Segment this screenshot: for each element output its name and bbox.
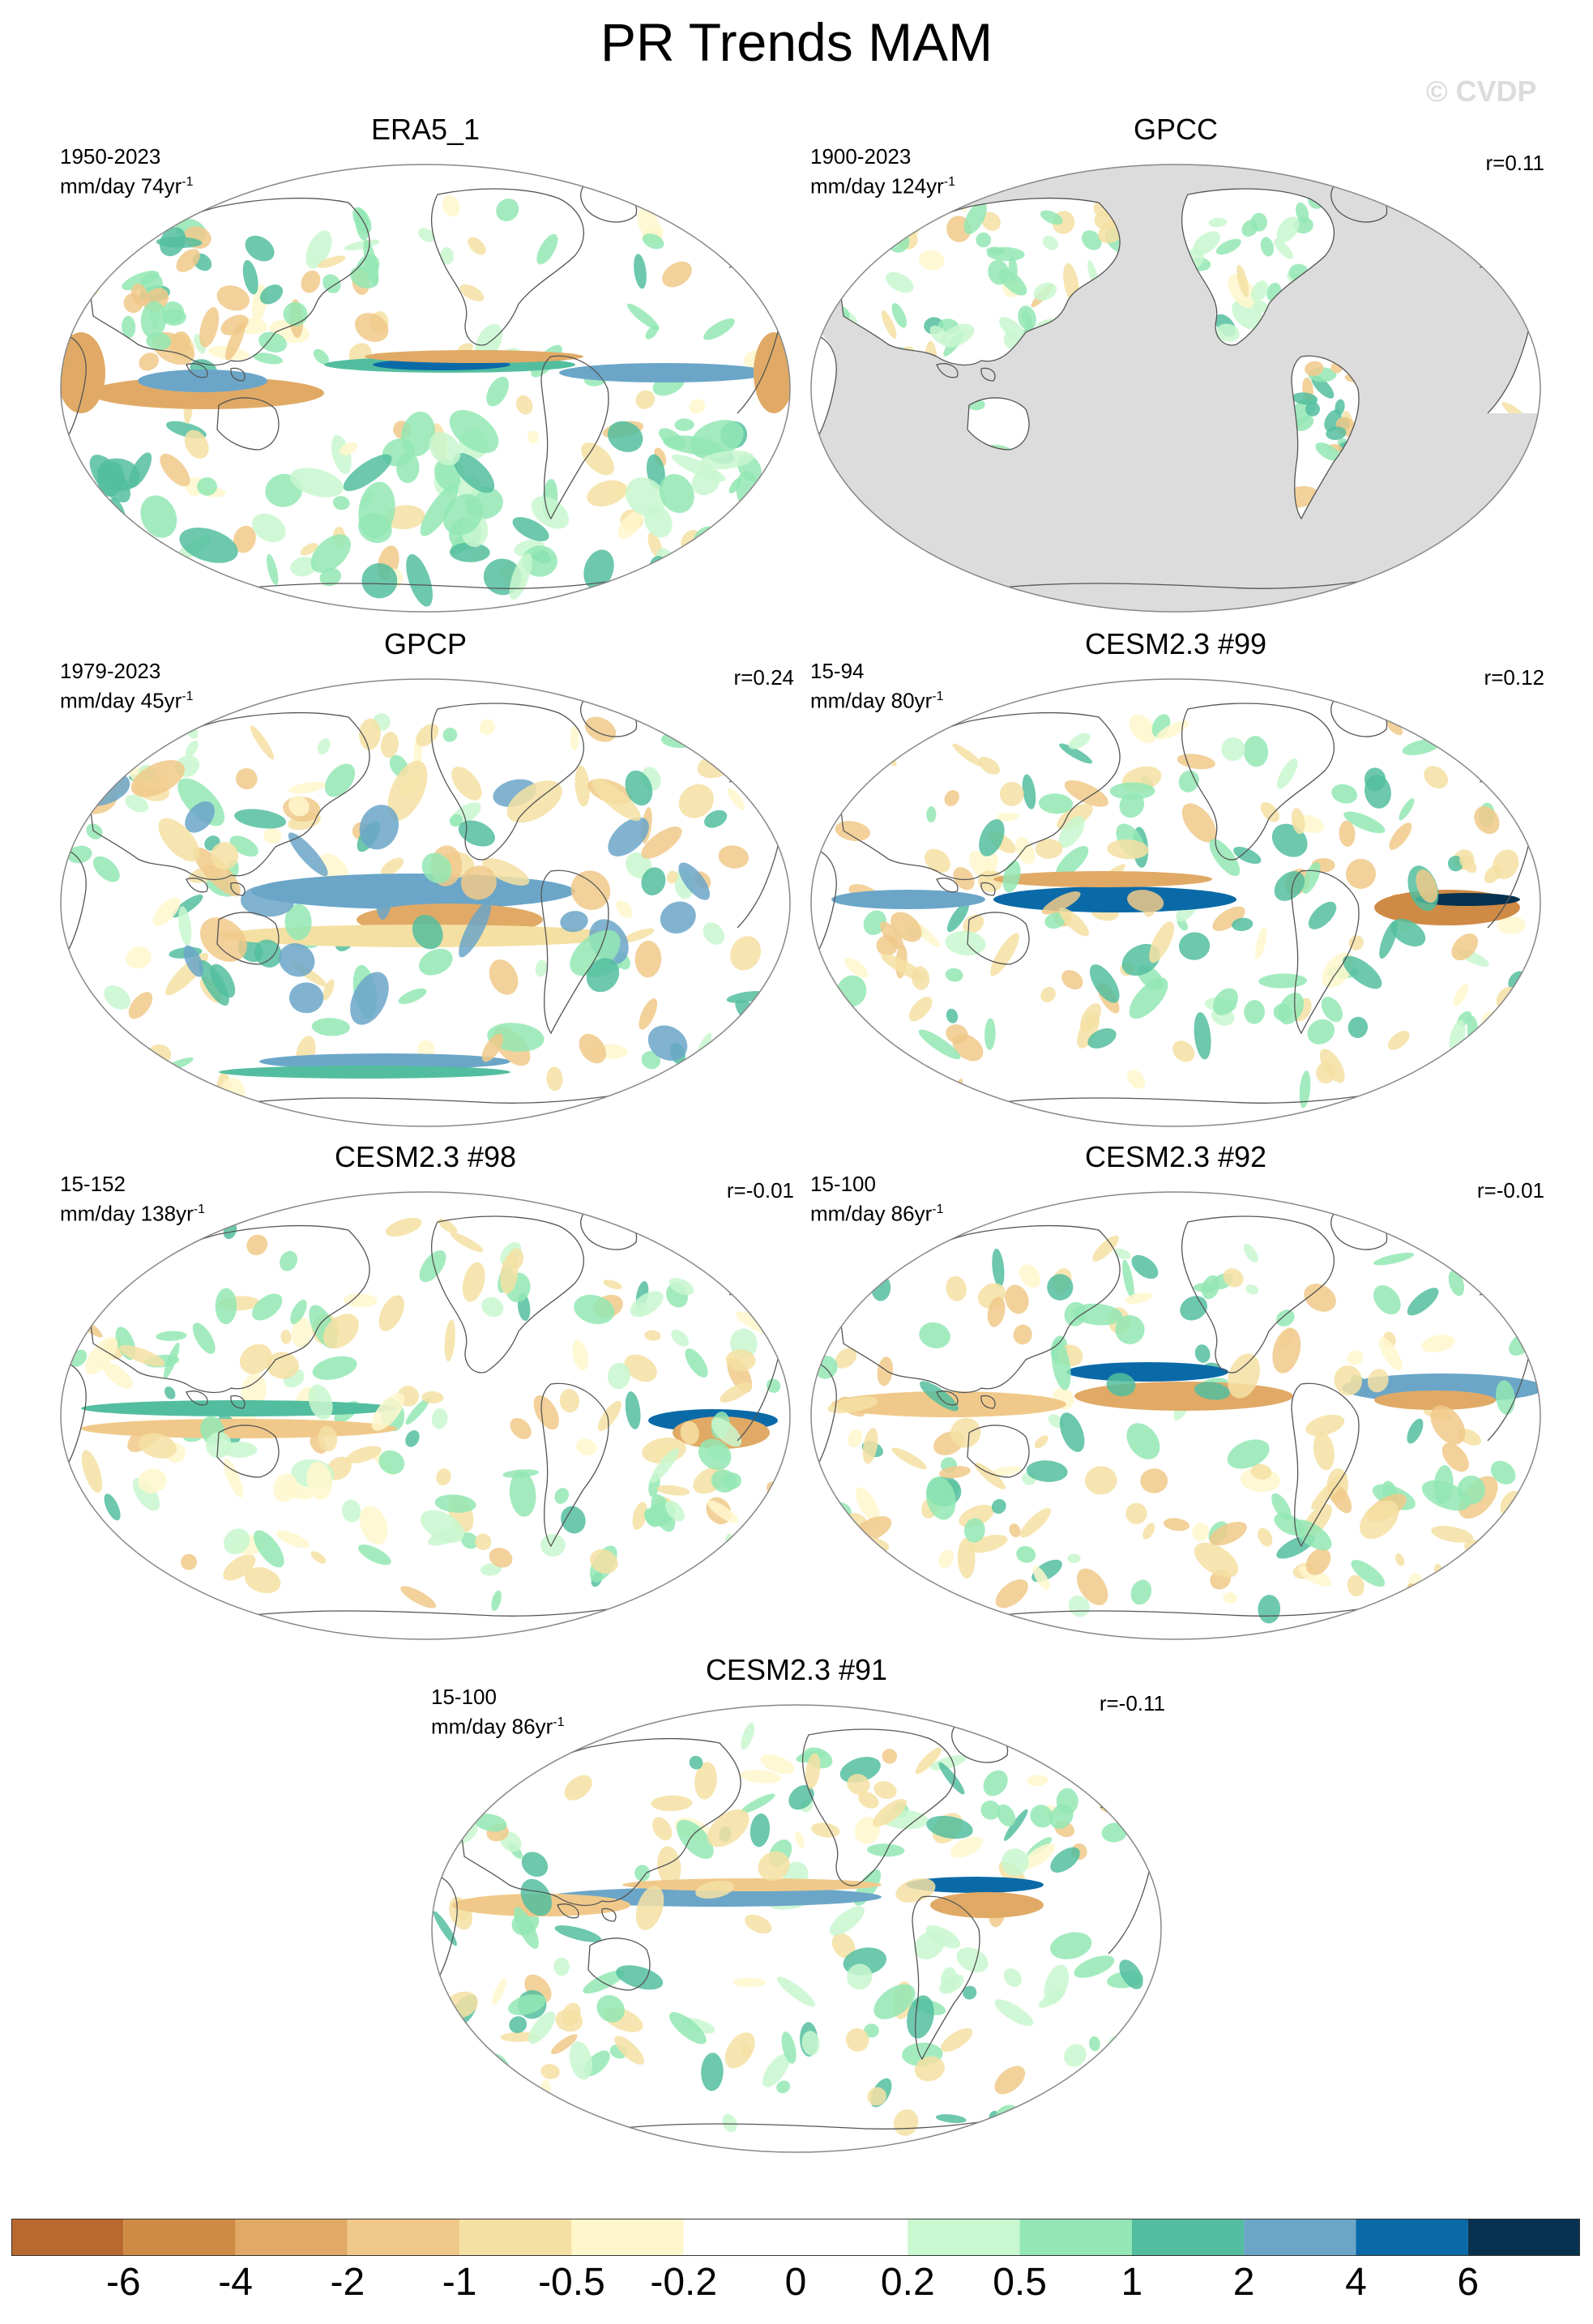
panel-period: 15-100: [810, 1172, 876, 1196]
colorbar-swatch: [1467, 2219, 1580, 2256]
colorbar-tick-label: 4: [1345, 2261, 1367, 2304]
colorbar-tick-label: 1: [1121, 2261, 1143, 2304]
map-panel-1: ERA5_1 1950-2023 mm/day 74yr-1: [57, 113, 794, 616]
colorbar-swatch: [11, 2219, 124, 2256]
map-panel-5: CESM2.3 #98 15-152 mm/day 138yr-1 r=-0.01: [57, 1141, 794, 1643]
map-panel-2: GPCC 1900-2023 mm/day 124yr-1 r=0.11: [807, 113, 1544, 616]
panel-correlation: r=-0.11: [1099, 1691, 1165, 1715]
colorbar-swatch: [1131, 2219, 1245, 2256]
colorbar-tick-label: -6: [105, 2261, 141, 2304]
figure-title: PR Trends MAM: [600, 12, 993, 72]
colorbar-swatch: [1244, 2219, 1356, 2256]
panel-title: CESM2.3 #92: [1084, 1140, 1267, 1173]
panel-period: 15-100: [431, 1685, 497, 1709]
map-panel-3: GPCP 1979-2023 mm/day 45yr-1 r=0.24: [57, 628, 794, 1130]
colorbar-swatch: [796, 2219, 908, 2256]
colorbar-swatch: [235, 2219, 348, 2256]
world-map: [810, 678, 1541, 1127]
colorbar-tick-label: 2: [1232, 2261, 1255, 2304]
map-panel-6: CESM2.3 #92 15-100 mm/day 86yr-1 r=-0.01: [807, 1141, 1544, 1643]
panel-correlation: r=-0.01: [1476, 1178, 1544, 1203]
panel-title: GPCC: [1133, 113, 1218, 146]
colorbar-tick-label: -0.5: [538, 2261, 605, 2304]
colorbar: [11, 2219, 1580, 2256]
colorbar-swatch: [459, 2219, 572, 2256]
colorbar-tick-label: -2: [330, 2261, 365, 2304]
colorbar-tick-label: 0.5: [993, 2261, 1047, 2304]
colorbar-tick-label: 0.2: [880, 2261, 935, 2304]
panel-correlation: r=0.11: [1485, 151, 1544, 175]
colorbar-tick-label: 0: [784, 2261, 807, 2304]
panel-period: 15-94: [810, 659, 865, 683]
panel-period: 1950-2023: [60, 144, 161, 169]
colorbar-tick-label: -4: [218, 2261, 253, 2304]
panel-title: CESM2.3 #98: [334, 1140, 517, 1173]
panel-title: CESM2.3 #91: [705, 1653, 888, 1686]
panel-title: CESM2.3 #99: [1084, 627, 1267, 660]
colorbar-swatch: [683, 2219, 796, 2256]
world-map: [60, 164, 791, 613]
cvdp-watermark: © CVDP: [1426, 75, 1537, 108]
colorbar-tick-label: -0.2: [650, 2261, 718, 2304]
colorbar-swatch: [1356, 2219, 1468, 2256]
colorbar-tick-label: 6: [1457, 2261, 1480, 2304]
panel-correlation: r=-0.01: [726, 1178, 794, 1203]
map-panel-4: CESM2.3 #99 15-94 mm/day 80yr-1 r=0.12: [807, 628, 1544, 1130]
colorbar-swatch: [1019, 2219, 1132, 2256]
world-map: [60, 678, 791, 1127]
panel-units: mm/day 86yr-1: [431, 1714, 565, 1739]
panel-title: GPCP: [383, 627, 468, 660]
panel-period: 1900-2023: [810, 144, 912, 169]
panel-period: 15-152: [60, 1172, 126, 1196]
panel-period: 1979-2023: [60, 659, 161, 683]
world-map: [431, 1704, 1162, 2153]
panel-units: mm/day 86yr-1: [810, 1201, 944, 1226]
world-map: [810, 164, 1541, 613]
colorbar-swatch: [908, 2219, 1020, 2256]
panel-title: ERA5_1: [370, 113, 480, 146]
panel-correlation: r=0.12: [1484, 665, 1544, 690]
panel-units: mm/day 74yr-1: [60, 173, 194, 199]
world-map: [810, 1191, 1541, 1640]
colorbar-tick-label: -1: [442, 2261, 477, 2304]
panel-units: mm/day 138yr-1: [60, 1201, 205, 1226]
panel-units: mm/day 80yr-1: [810, 688, 944, 713]
panel-correlation: r=0.24: [733, 665, 794, 690]
colorbar-swatch: [571, 2219, 684, 2256]
panel-units: mm/day 45yr-1: [60, 688, 194, 713]
colorbar-swatch: [347, 2219, 460, 2256]
panel-units: mm/day 124yr-1: [810, 173, 955, 199]
colorbar-swatch: [123, 2219, 236, 2256]
world-map: [60, 1191, 791, 1640]
map-panel-7: CESM2.3 #91 15-100 mm/day 86yr-1 r=-0.11: [428, 1654, 1165, 2156]
